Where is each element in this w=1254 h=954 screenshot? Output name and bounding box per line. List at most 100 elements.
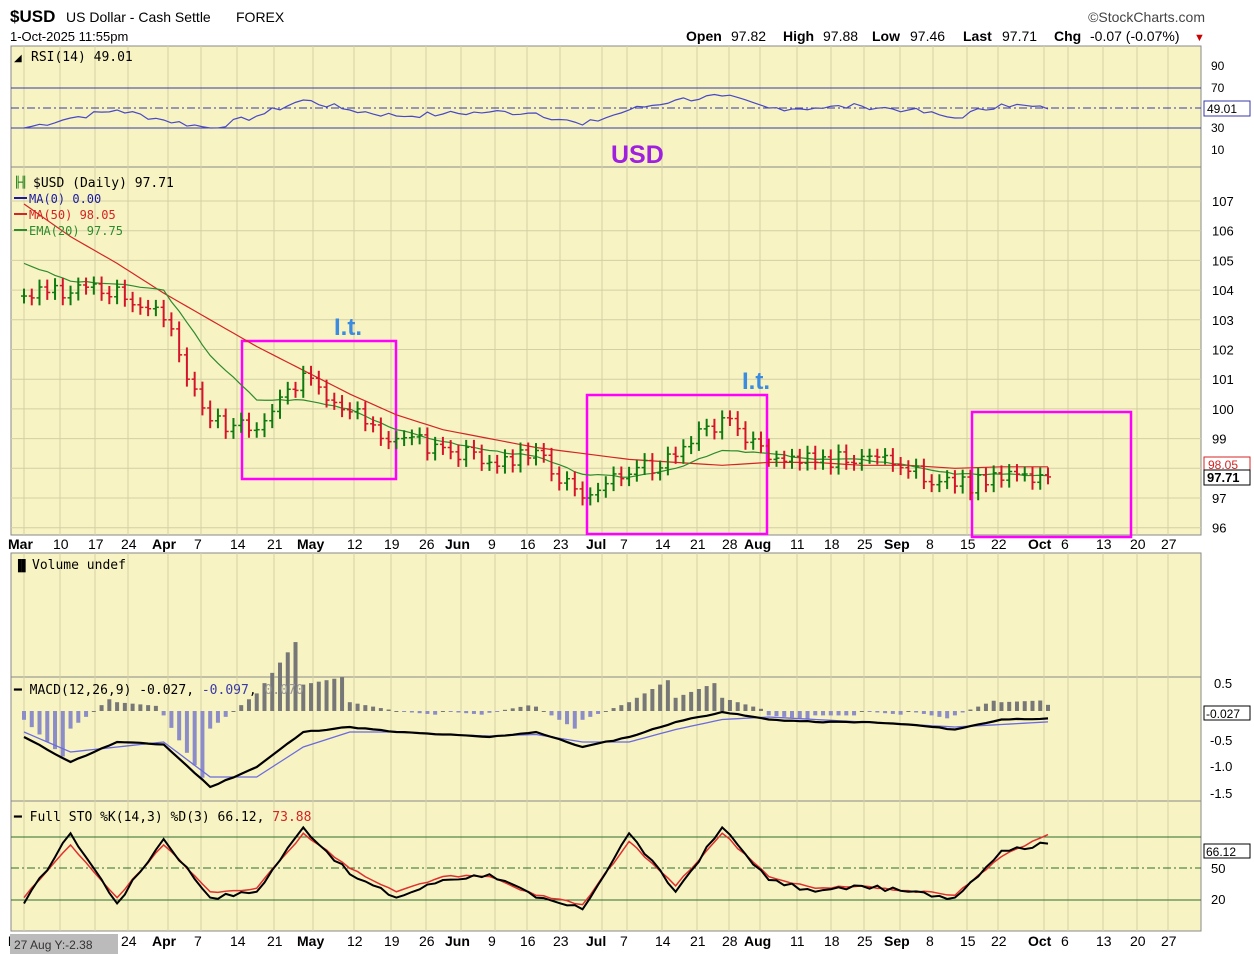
macd-histogram-bar [425, 711, 430, 714]
legend-ema20: EMA(20) 97.75 [29, 224, 123, 238]
macd-histogram-bar [371, 706, 376, 711]
macd-panel [10, 676, 1202, 802]
macd-histogram-bar [782, 711, 787, 717]
x-tick-label: 7 [194, 933, 202, 949]
macd-histogram-bar [37, 711, 42, 735]
rsi-value: 49.01 [1207, 102, 1237, 116]
rsi-axis: 90 70 30 10 [1211, 59, 1225, 157]
volume-icon: ▐▌ [14, 558, 30, 573]
macd-histogram-bar [906, 711, 911, 712]
rsi-icon: ◢ [14, 53, 22, 64]
macd-histogram-bar [1030, 700, 1035, 711]
quote-line: Open 97.82 High 97.88 Low 97.46 Last 97.… [686, 28, 1205, 44]
price-tick: 107 [1212, 194, 1234, 209]
macd-histogram-bar [262, 683, 267, 711]
macd-histogram-bar [68, 711, 73, 729]
macd-histogram-bar [549, 711, 554, 716]
x-tick-label: 16 [520, 933, 536, 949]
macd-histogram-bar [689, 691, 694, 711]
x-tick-label: 9 [488, 536, 496, 552]
x-tick-label: 16 [520, 536, 536, 552]
svg-text:Chg: Chg [1054, 28, 1081, 44]
macd-label-text: MACD(12,26,9) [30, 683, 140, 698]
macd-histogram-bar [588, 711, 593, 717]
lt-annotation-2: I.t. [742, 368, 770, 395]
macd-swatch: ━ [13, 683, 30, 698]
x-tick-label: 12 [347, 933, 363, 949]
sto-k-series [23, 825, 1049, 911]
macd-histogram-bar [53, 711, 58, 750]
crosshair-tooltip-box [10, 934, 118, 954]
macd-histogram-bar [146, 705, 151, 711]
price-tick: 106 [1212, 224, 1234, 239]
macd-histogram-bar [231, 711, 236, 712]
x-tick-label: 6 [1061, 933, 1069, 949]
sto-tick: 20 [1211, 892, 1225, 907]
macd-tick: 0.5 [1214, 676, 1232, 691]
macd-histogram-bar [301, 684, 306, 711]
svg-text:97.82: 97.82 [731, 28, 766, 44]
price-tick: 101 [1212, 372, 1234, 387]
price-tick: 100 [1212, 402, 1234, 417]
header-datetime: 1-Oct-2025 11:55pm [10, 29, 128, 44]
price-legend: ╟╢ $USD (Daily) 97.71 MA(0) 0.00 MA(50) … [14, 175, 174, 238]
macd-v1: -0.027 [139, 683, 186, 698]
x-tick-label: 21 [690, 933, 706, 949]
macd-histogram-bar [215, 711, 220, 723]
macd-histogram-bar [363, 705, 368, 711]
macd-histogram-bar [107, 699, 112, 711]
macd-histogram-bar [751, 706, 756, 711]
x-tick-label: 13 [1096, 536, 1112, 552]
macd-histogram-bar [650, 689, 655, 711]
macd-histogram-bar [526, 705, 531, 711]
x-tick-label: 24 [121, 933, 137, 949]
macd-histogram-bar [704, 686, 709, 711]
x-tick-label: Apr [152, 536, 177, 552]
macd-histogram-bar [433, 711, 438, 715]
macd-histogram-bar [999, 702, 1004, 711]
brand-logo[interactable]: ©StockCharts.com [1088, 9, 1205, 25]
macd-histogram-bar [867, 711, 872, 712]
macd-histogram-bar [45, 711, 50, 742]
macd-histogram-bar [890, 711, 895, 714]
macd-histogram-bar [766, 711, 771, 716]
macd-value: -0.027 [1206, 707, 1240, 721]
macd-histogram-bar [208, 711, 213, 729]
header-exchange: FOREX [236, 9, 285, 25]
legend-symbol-icon: ╟╢ [14, 175, 27, 189]
macd-histogram-bar [285, 652, 290, 711]
macd-histogram-bar [324, 680, 329, 711]
macd-histogram-bar [29, 711, 34, 728]
rsi-tick: 70 [1211, 81, 1225, 95]
macd-histogram-bar [122, 702, 127, 711]
macd-histogram-bar [153, 705, 158, 711]
macd-axis: 0.5 -0.5 -1.0 -1.5 [1210, 676, 1232, 801]
macd-histogram-bar [487, 711, 492, 713]
x-tick-label: 13 [1096, 933, 1112, 949]
macd-histogram-bar [735, 702, 740, 711]
sto-swatch: ━ [13, 810, 30, 825]
macd-histogram-bar [619, 705, 624, 711]
macd-histogram-bar [394, 711, 399, 712]
macd-histogram-bar [510, 708, 515, 711]
x-tick-label: 14 [230, 933, 246, 949]
macd-histogram-bar [937, 711, 942, 717]
macd-histogram-bar [634, 697, 639, 711]
macd-histogram-bar [91, 711, 96, 712]
x-tick-label: 7 [194, 536, 202, 552]
x-tick-label: 24 [121, 536, 137, 552]
macd-histogram-bar [130, 703, 135, 711]
svg-text:▼: ▼ [1194, 32, 1205, 44]
macd-histogram-bar [534, 706, 538, 711]
macd-histogram-bar [386, 709, 391, 711]
x-tick-label: 7 [620, 536, 628, 552]
price-tick: 103 [1212, 313, 1234, 328]
svg-text:Open: Open [686, 28, 722, 44]
macd-histogram-bar [293, 642, 298, 711]
legend-ma50: MA(50) 98.05 [29, 208, 116, 222]
rsi-label: RSI(14) 49.01 [31, 50, 133, 65]
x-tick-label: Sep [884, 933, 910, 949]
macd-histogram-bar [603, 711, 608, 712]
last-price-value: 97.71 [1207, 470, 1240, 485]
macd-histogram-bar [169, 711, 174, 728]
